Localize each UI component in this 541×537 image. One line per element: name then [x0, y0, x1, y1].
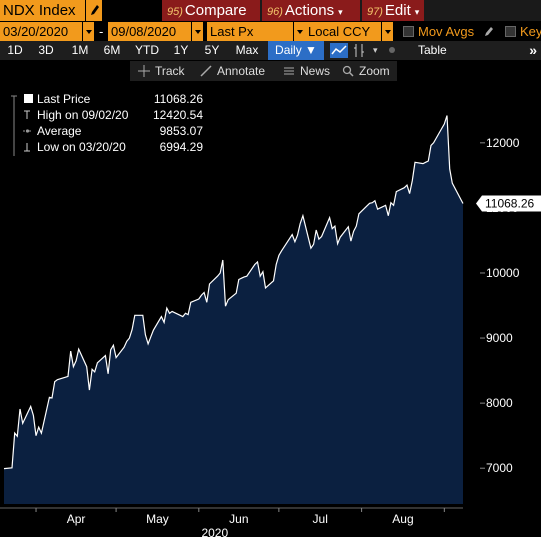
track-label: Track — [155, 64, 185, 78]
pencil-icon[interactable] — [484, 26, 495, 37]
y-tick-label: 10000 — [486, 266, 520, 280]
compare-number: 95) — [167, 6, 183, 18]
compare-label: Compare — [184, 2, 247, 19]
legend-value-average: 9853.07 — [160, 124, 204, 138]
period-1y[interactable]: 1Y — [173, 43, 189, 57]
legend-label-high: High on 09/02/20 — [37, 108, 129, 122]
chart-type-dropdown[interactable]: ▾ — [373, 45, 378, 55]
price-line-layer — [3, 115, 464, 470]
last-price-tag: 11068.26 — [476, 195, 541, 212]
end-date-field[interactable]: 09/08/2020 — [108, 22, 191, 41]
news-tool[interactable]: News — [283, 61, 330, 81]
period-bar: 1D 3D 1M 6M YTD 1Y 5Y Max Daily ▼ ▾ Tabl… — [0, 41, 541, 60]
legend-background — [2, 87, 208, 161]
edit-number: 97) — [367, 6, 383, 18]
x-tick-label: May — [146, 512, 169, 526]
ticker-edit-button[interactable] — [85, 0, 102, 21]
price-field-dropdown[interactable] — [293, 22, 305, 41]
mov-avgs-checkbox[interactable] — [403, 26, 414, 37]
currency-dropdown[interactable] — [381, 22, 393, 41]
edit-label: Edit — [384, 2, 411, 19]
actions-label: Actions — [284, 2, 335, 19]
ticker-input[interactable]: NDX Index — [0, 0, 85, 21]
legend-bracket — [11, 95, 17, 156]
y-axis: 700080009000100001100012000 — [480, 136, 520, 475]
last-price-tag-shape — [476, 195, 541, 212]
currency-select[interactable]: Local CCY — [305, 22, 381, 41]
zoom-tool[interactable]: Zoom — [342, 61, 390, 81]
zoom-label: Zoom — [359, 64, 390, 78]
mov-avgs-label: Mov Avgs — [418, 24, 475, 39]
news-label: News — [300, 64, 331, 78]
start-date-dropdown[interactable] — [82, 22, 94, 41]
tools-bar: Track Annotate News Zoom — [0, 61, 541, 81]
settings-bar: 03/20/2020 - 09/08/2020 Last Px Local CC… — [0, 22, 541, 41]
last-price-swatch — [24, 94, 33, 103]
date-range-separator: - — [99, 24, 104, 39]
price-field-select[interactable]: Last Px — [207, 22, 293, 41]
start-date-field[interactable]: 03/20/2020 — [0, 22, 82, 41]
low-marker-icon — [24, 143, 30, 152]
annotate-icon — [200, 65, 212, 77]
price-area — [4, 115, 463, 504]
more-options-button[interactable]: » — [529, 42, 537, 58]
end-date-dropdown[interactable] — [191, 22, 203, 41]
x-tick-label: Jun — [229, 512, 248, 526]
magnifier-icon — [342, 65, 354, 77]
news-icon — [284, 67, 294, 75]
period-6m[interactable]: 6M — [103, 43, 121, 57]
period-3d[interactable]: 3D — [38, 43, 54, 57]
period-1d[interactable]: 1D — [7, 43, 23, 57]
legend-label-average: Average — [37, 124, 82, 138]
chart-toolbar: Track Annotate News Zoom — [130, 61, 397, 81]
last-price-tag-text: 11068.26 — [485, 196, 534, 210]
period-1m[interactable]: 1M — [71, 43, 89, 57]
legend-label-low: Low on 03/20/20 — [37, 140, 126, 154]
period-ytd[interactable]: YTD — [135, 43, 159, 57]
command-bar: NDX Index 95) Compare 96) Actions ▾ 97) Edit… — [0, 0, 541, 21]
key-checkbox[interactable] — [505, 26, 516, 37]
annotate-tool[interactable]: Annotate — [200, 61, 265, 81]
x-axis: Apr May Jun Jul Aug 2020 — [0, 507, 463, 537]
price-line — [3, 115, 464, 470]
legend-value-high: 12420.54 — [153, 108, 203, 122]
period-5y[interactable]: 5Y — [204, 43, 220, 57]
caret-down-icon: ▾ — [338, 7, 343, 17]
table-button[interactable]: Table — [418, 43, 447, 57]
x-tick-label: Aug — [392, 512, 413, 526]
period-max[interactable]: Max — [235, 43, 259, 57]
legend: Last Price 11068.26 High on 09/02/20 124… — [2, 87, 208, 161]
line-chart-icon[interactable] — [329, 42, 349, 59]
x-tick-label: Apr — [67, 512, 86, 526]
price-chart[interactable]: 700080009000100001100012000 AprMayJunJul… — [0, 81, 541, 537]
command-bar-spacer — [102, 0, 162, 21]
price-area-layer — [4, 115, 463, 504]
x-axis-year-label: 2020 — [201, 526, 228, 537]
legend-value-last: 11068.26 — [154, 92, 203, 106]
compare-button[interactable]: 95) Compare — [162, 0, 260, 21]
chart-settings-icon[interactable] — [385, 42, 399, 59]
actions-number: 96) — [267, 6, 283, 18]
x-tick-label: Jul — [313, 512, 328, 526]
average-dot — [25, 129, 30, 133]
legend-label-last: Last Price — [37, 92, 91, 106]
crosshair-icon — [138, 65, 150, 77]
edit-button[interactable]: 97) Edit ▾ — [362, 0, 424, 21]
y-tick-label: 7000 — [486, 461, 513, 475]
y-tick-label: 9000 — [486, 331, 513, 345]
annotate-label: Annotate — [217, 64, 266, 78]
y-tick-label: 12000 — [486, 136, 520, 150]
y-tick-label: 8000 — [486, 396, 513, 410]
actions-button[interactable]: 96) Actions ▾ — [262, 0, 360, 21]
caret-down-icon: ▾ — [414, 7, 420, 17]
candlestick-icon[interactable] — [352, 42, 366, 59]
high-marker-icon — [24, 110, 30, 119]
key-label: Key — [520, 24, 541, 39]
pencil-icon — [91, 5, 99, 15]
frequency-select[interactable]: Daily ▼ — [268, 41, 324, 60]
legend-value-low: 6994.29 — [160, 140, 204, 154]
track-tool[interactable]: Track — [138, 61, 185, 81]
